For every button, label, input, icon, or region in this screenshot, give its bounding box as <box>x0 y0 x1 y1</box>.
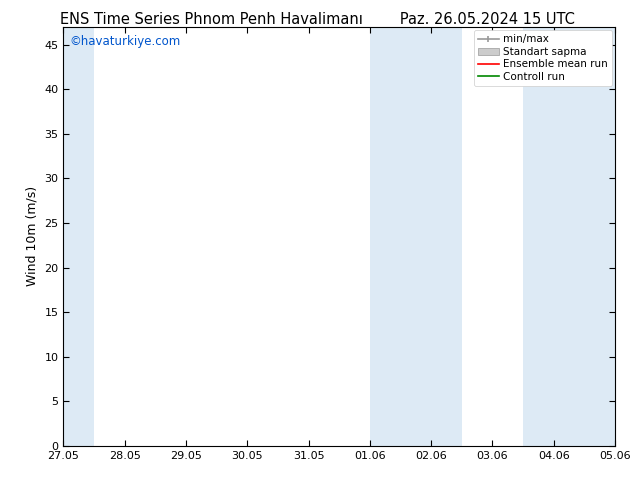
Legend: min/max, Standart sapma, Ensemble mean run, Controll run: min/max, Standart sapma, Ensemble mean r… <box>474 30 612 86</box>
Bar <box>370 27 462 446</box>
Bar <box>63 27 94 446</box>
Y-axis label: Wind 10m (m/s): Wind 10m (m/s) <box>26 186 39 287</box>
Text: ©havaturkiye.com: ©havaturkiye.com <box>69 35 180 49</box>
Text: ENS Time Series Phnom Penh Havalimanı        Paz. 26.05.2024 15 UTC: ENS Time Series Phnom Penh Havalimanı Pa… <box>60 12 574 27</box>
Bar <box>523 27 615 446</box>
